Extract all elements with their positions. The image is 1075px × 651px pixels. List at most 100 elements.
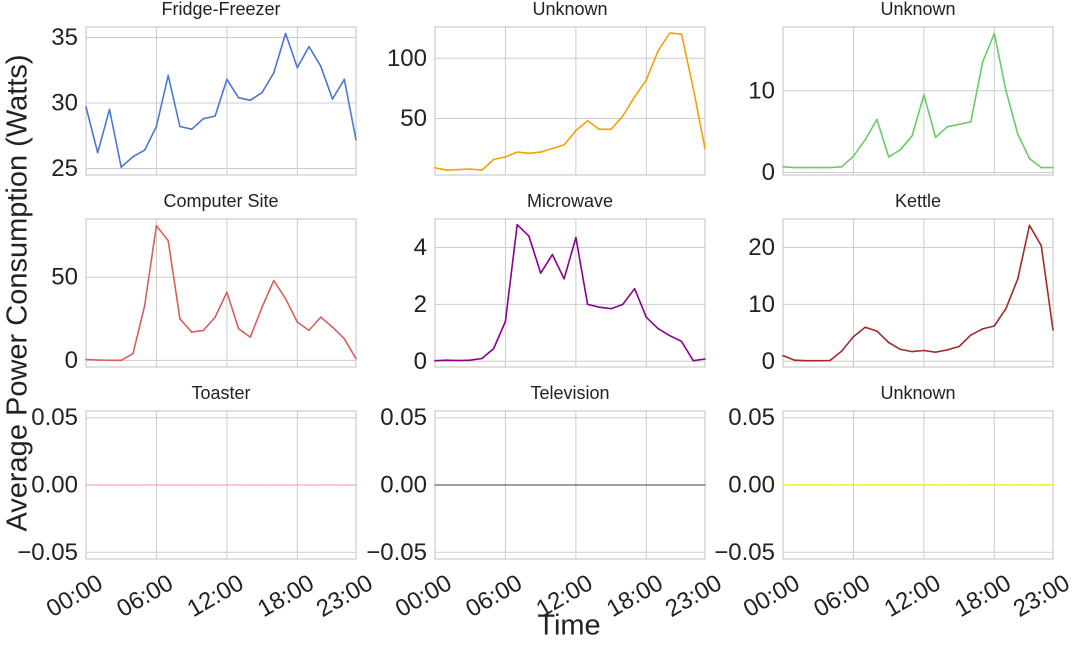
data-point — [668, 484, 671, 486]
data-point — [1028, 157, 1031, 160]
data-point — [120, 166, 123, 168]
data-point — [1016, 277, 1019, 280]
data-point — [1040, 484, 1043, 486]
y-tick-label: 10 — [748, 291, 775, 318]
data-point — [864, 139, 866, 141]
subplot-title: Kettle — [895, 191, 941, 211]
data-point — [657, 50, 659, 52]
data-point — [516, 223, 518, 226]
axes-frame — [434, 218, 706, 368]
data-point — [692, 359, 695, 362]
data-point — [805, 359, 808, 362]
x-tick-label: 00:00 — [739, 569, 805, 622]
data-point — [645, 484, 648, 486]
data-point — [958, 484, 960, 486]
data-point — [934, 351, 937, 354]
data-point — [840, 484, 843, 486]
data-point — [911, 350, 913, 353]
data-point — [946, 349, 949, 351]
data-point — [645, 79, 648, 81]
data-point — [155, 125, 158, 128]
data-point — [284, 32, 287, 35]
data-point — [528, 484, 530, 486]
data-point — [1052, 484, 1054, 486]
data-point — [610, 128, 612, 131]
data-point — [457, 484, 460, 486]
data-point — [167, 484, 169, 486]
data-point — [85, 106, 87, 108]
data-point — [237, 327, 240, 330]
data-point — [793, 359, 796, 361]
data-point — [864, 326, 866, 328]
data-point — [680, 33, 683, 36]
data-point — [934, 484, 937, 486]
subplot-title: Computer Site — [163, 191, 278, 211]
data-point — [120, 359, 123, 362]
data-point — [179, 484, 181, 486]
data-point — [575, 484, 577, 486]
data-point — [829, 166, 831, 169]
data-point — [610, 307, 612, 310]
data-point — [539, 272, 542, 274]
axes-frame — [782, 218, 1054, 368]
subplot-title: Television — [530, 383, 609, 403]
x-tick-label: 06:00 — [112, 569, 178, 622]
data-point — [1040, 244, 1043, 247]
series-line — [85, 224, 357, 362]
x-tick-label: 23:00 — [1009, 569, 1075, 622]
data-point — [575, 129, 577, 132]
subplot-title: Unknown — [532, 0, 607, 19]
data-point — [970, 121, 972, 123]
data-point — [1052, 329, 1054, 331]
y-tick-label: 0.00 — [380, 472, 427, 499]
data-point — [993, 484, 996, 486]
data-point — [445, 484, 448, 486]
data-point — [308, 45, 310, 48]
data-point — [143, 149, 146, 151]
x-tick-label: 00:00 — [391, 569, 457, 622]
data-point — [343, 484, 346, 486]
data-point — [85, 358, 87, 361]
data-point — [923, 94, 925, 96]
data-point — [296, 321, 299, 323]
data-point — [563, 277, 565, 280]
y-tick-label: 0 — [65, 347, 78, 374]
data-point — [575, 236, 577, 239]
data-point — [355, 357, 357, 360]
y-tick-label: 0.05 — [31, 404, 78, 431]
data-point — [899, 148, 902, 151]
data-point — [610, 484, 612, 486]
data-point — [481, 484, 483, 486]
data-point — [528, 152, 530, 155]
y-tick-label: 2 — [414, 291, 427, 318]
data-point — [504, 320, 507, 323]
data-point — [202, 484, 205, 486]
data-point — [864, 484, 866, 486]
data-point — [179, 125, 181, 128]
data-point — [586, 484, 589, 486]
subplot-6: 0 10 20 Kettle — [748, 191, 1054, 375]
data-point — [934, 136, 937, 139]
data-point — [331, 98, 334, 100]
data-point — [167, 239, 169, 242]
subplot-title: Toaster — [191, 383, 250, 403]
data-point — [273, 484, 275, 486]
axes-frame — [85, 218, 357, 368]
y-tick-label: −0.05 — [17, 539, 78, 566]
x-tick-label: 06:00 — [809, 569, 875, 622]
data-point — [179, 317, 181, 320]
data-point — [308, 484, 310, 486]
data-point — [331, 484, 334, 486]
data-point — [249, 484, 252, 486]
data-point — [226, 291, 228, 293]
data-point — [622, 303, 624, 306]
data-point — [108, 359, 111, 362]
data-point — [469, 359, 472, 361]
data-point — [704, 358, 706, 360]
subplot-7: −0.05 0.00 0.05 Toaster 00:00 06:00 12:00 18:00… — [17, 383, 377, 623]
data-point — [481, 169, 483, 171]
x-tick-label: 18:00 — [602, 569, 668, 622]
data-point — [911, 134, 913, 137]
data-point — [96, 359, 99, 361]
data-point — [481, 357, 483, 360]
